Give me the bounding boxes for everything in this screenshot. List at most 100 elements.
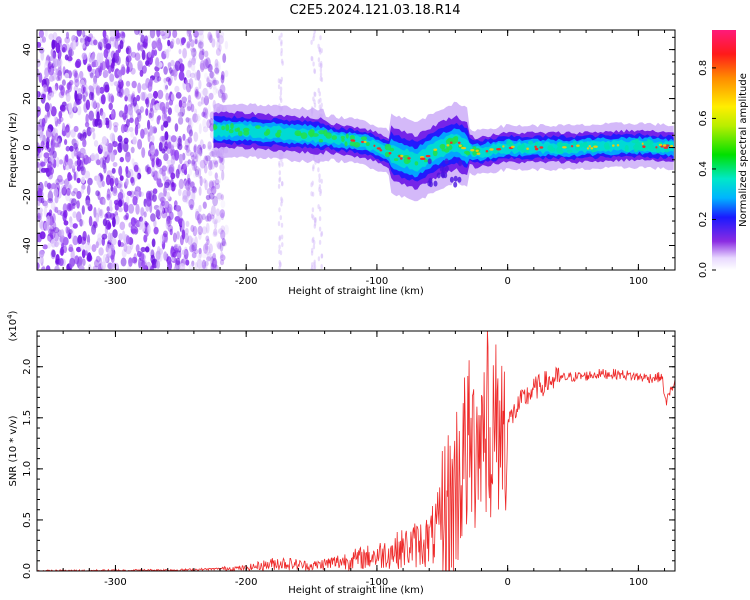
noise-cell — [205, 222, 210, 234]
noise-cell — [318, 91, 321, 97]
ridge-peak — [445, 165, 449, 172]
noise-cell — [130, 67, 136, 75]
noise-cell — [95, 190, 100, 197]
noise-cell — [200, 90, 204, 101]
noise-cell — [131, 80, 137, 89]
noise-cell — [185, 43, 191, 49]
noise-cell — [173, 149, 180, 161]
noise-cell — [81, 249, 86, 259]
noise-cell — [53, 116, 58, 122]
noise-cell — [114, 177, 119, 187]
noise-cell — [215, 213, 222, 223]
noise-cell — [120, 31, 125, 39]
noise-cell — [100, 94, 106, 105]
ridge-peak — [309, 129, 315, 135]
noise-cell — [109, 175, 116, 185]
noise-cell — [202, 143, 206, 150]
noise-cell — [156, 76, 162, 82]
noise-cell — [118, 206, 123, 213]
noise-cell — [43, 206, 48, 217]
noise-cell — [67, 56, 73, 62]
noise-cell — [204, 179, 208, 191]
ridge-peak — [213, 123, 217, 131]
noise-cell — [210, 185, 217, 195]
noise-cell — [83, 151, 87, 159]
noise-cell — [313, 102, 317, 108]
ridge-peak — [458, 160, 463, 167]
noise-cell — [278, 176, 282, 182]
figure-title: C2E5.2024.121.03.18.R14 — [289, 3, 460, 18]
ridge-peak — [590, 147, 594, 150]
noise-cell — [102, 117, 106, 126]
noise-cell — [187, 30, 192, 35]
ridge-peak — [539, 146, 544, 149]
noise-cell — [208, 92, 214, 100]
noise-cell — [151, 194, 157, 202]
noise-cell — [162, 145, 168, 152]
noise-cell — [86, 156, 92, 164]
noise-cell — [209, 118, 214, 125]
noise-cell — [79, 153, 85, 159]
y-tick-label: 1.5 — [22, 410, 33, 426]
noise-cell — [82, 129, 87, 140]
ridge-peak — [624, 145, 629, 152]
noise-cell — [182, 48, 188, 59]
noise-cell — [77, 105, 82, 116]
noise-cell — [163, 66, 168, 75]
noise-cell — [118, 165, 123, 177]
noise-cell — [37, 212, 41, 219]
noise-cell — [149, 102, 153, 112]
noise-cell — [195, 91, 202, 100]
noise-cell — [66, 82, 71, 91]
noise-cell — [66, 187, 71, 196]
ridge-peak — [588, 145, 591, 148]
noise-cell — [219, 84, 226, 95]
noise-cell — [104, 86, 110, 93]
noise-cell — [320, 48, 323, 54]
ridge-peak — [526, 147, 529, 150]
noise-cell — [220, 74, 225, 84]
noise-cell — [222, 94, 227, 103]
noise-cell — [203, 178, 207, 184]
noise-cell — [161, 200, 165, 207]
spectrogram-frame — [36, 29, 676, 271]
noise-cell — [73, 125, 79, 133]
x-tick-label: -100 — [366, 276, 389, 287]
noise-cell — [148, 190, 155, 201]
noise-cell — [106, 59, 110, 70]
noise-cell — [125, 195, 130, 205]
noise-cell — [81, 258, 86, 266]
noise-cell — [119, 221, 126, 231]
noise-cell — [156, 30, 161, 38]
noise-cell — [206, 188, 212, 195]
noise-cell — [37, 198, 41, 207]
ridge-peak — [221, 125, 225, 131]
noise-cell — [93, 140, 99, 147]
noise-cell — [214, 172, 218, 180]
noise-cell — [135, 244, 140, 253]
noise-cell — [175, 92, 182, 99]
noise-cell — [97, 41, 102, 50]
noise-cell — [219, 209, 225, 219]
ridge-peak — [664, 148, 670, 153]
noise-cell — [185, 117, 190, 123]
noise-cell — [220, 212, 225, 221]
snr-plot-area — [37, 331, 675, 571]
noise-cell — [198, 41, 204, 49]
noise-cell — [193, 145, 197, 153]
noise-cell — [77, 132, 83, 140]
noise-cell — [138, 190, 142, 198]
noise-cell — [153, 127, 157, 134]
noise-cell — [41, 122, 45, 132]
noise-cell — [128, 222, 133, 228]
noise-cell — [50, 201, 56, 210]
ridge-peak — [373, 144, 376, 147]
noise-cell — [165, 84, 168, 90]
noise-cell — [213, 228, 218, 236]
noise-cell — [144, 35, 148, 43]
ridge-peak — [450, 141, 453, 144]
noise-cell — [146, 164, 150, 175]
noise-cell — [199, 139, 204, 151]
noise-cell — [84, 170, 91, 179]
ridge-peak — [263, 131, 269, 137]
